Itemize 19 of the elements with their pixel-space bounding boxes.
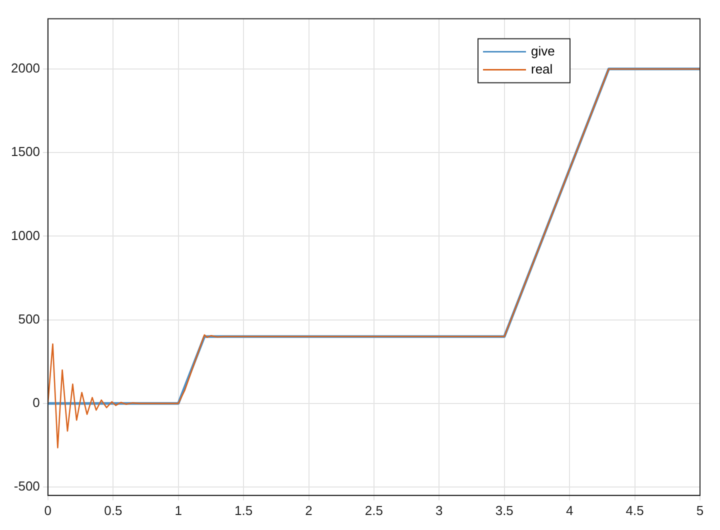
x-tick-label: 4.5: [626, 502, 644, 518]
y-tick-label: 2000: [11, 60, 40, 76]
legend-label: give: [531, 43, 555, 58]
x-tick-label: 1: [174, 502, 182, 518]
y-tick-label: 0: [32, 395, 40, 410]
y-tick-label: 500: [18, 311, 40, 326]
x-tick-label: 1.5: [234, 502, 253, 518]
x-tick-label: 2: [305, 502, 312, 518]
x-tick-label: 2.5: [364, 502, 383, 518]
x-tick-label: 4: [566, 502, 574, 518]
x-tick-label: 3: [436, 502, 443, 518]
x-tick-label: 0.5: [104, 502, 122, 518]
x-tick-label: 5: [696, 502, 704, 518]
y-tick-label: 1000: [11, 228, 40, 243]
y-tick-label: 1500: [11, 144, 40, 160]
legend-label: real: [531, 61, 553, 76]
x-tick-label: 0: [44, 502, 52, 518]
y-tick-label: -500: [14, 478, 40, 494]
x-tick-label: 3.5: [495, 502, 514, 518]
